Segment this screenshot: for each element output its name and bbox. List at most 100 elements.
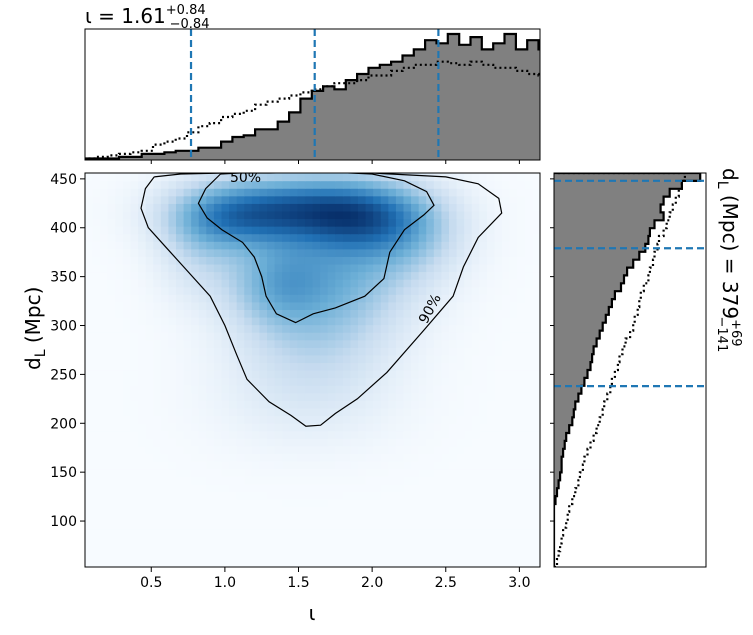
heatmap-cell xyxy=(304,263,314,273)
heatmap-cell xyxy=(206,241,215,250)
heatmap-cell xyxy=(433,430,443,439)
heatmap-cell xyxy=(433,180,443,189)
heatmap-cell xyxy=(327,188,336,197)
heatmap-cell xyxy=(145,256,154,265)
heatmap-cell xyxy=(236,218,245,227)
heatmap-cell xyxy=(388,233,397,242)
heatmap-cell xyxy=(494,377,503,386)
heatmap-cell xyxy=(289,354,298,364)
heatmap-cell xyxy=(380,301,389,310)
heatmap-cell xyxy=(153,354,162,364)
heatmap-cell xyxy=(411,370,420,379)
heatmap-cell xyxy=(335,241,344,250)
heatmap-cell xyxy=(502,483,511,492)
heatmap-cell xyxy=(130,263,139,273)
heatmap-cell xyxy=(183,400,192,409)
heatmap-cell xyxy=(191,339,200,348)
heatmap-cell xyxy=(502,256,511,265)
heatmap-cell xyxy=(198,476,207,485)
heatmap-cell xyxy=(486,385,496,394)
heatmap-cell xyxy=(380,256,389,265)
heatmap-cell xyxy=(107,180,116,189)
heatmap-cell xyxy=(297,286,306,295)
heatmap-cell xyxy=(92,476,101,485)
heatmap-cell xyxy=(289,430,298,439)
heatmap-cell xyxy=(259,513,268,523)
heatmap-cell xyxy=(274,407,283,417)
heatmap-cell xyxy=(342,438,352,447)
heatmap-cell xyxy=(517,513,526,523)
heatmap-cell xyxy=(244,468,253,477)
heatmap-cell xyxy=(160,559,170,567)
heatmap-cell xyxy=(532,407,540,417)
heatmap-cell xyxy=(251,241,261,250)
heatmap-cell xyxy=(449,559,458,567)
heatmap-cell xyxy=(183,506,192,515)
heatmap-cell xyxy=(395,476,405,485)
heatmap-cell xyxy=(320,438,329,447)
heatmap-cell xyxy=(176,438,185,447)
heatmap-cell xyxy=(145,188,154,197)
heatmap-cell xyxy=(236,256,245,265)
heatmap-cell xyxy=(335,430,344,439)
heatmap-cell xyxy=(297,438,306,447)
heatmap-cell xyxy=(395,385,405,394)
heatmap-cell xyxy=(289,173,298,182)
heatmap-cell xyxy=(107,483,116,492)
heatmap-cell xyxy=(130,498,139,507)
heatmap-cell xyxy=(494,332,503,341)
heatmap-cell xyxy=(433,370,443,379)
heatmap-cell xyxy=(479,332,488,341)
heatmap-cell xyxy=(267,513,276,523)
heatmap-cell xyxy=(267,521,276,530)
heatmap-cell xyxy=(183,521,192,530)
heatmap-cell xyxy=(494,271,503,280)
heatmap-cell xyxy=(486,407,496,417)
heatmap-cell xyxy=(191,438,200,447)
heatmap-cell xyxy=(418,226,427,235)
heatmap-cell xyxy=(441,286,450,295)
heatmap-cell xyxy=(456,339,465,348)
heatmap-cell xyxy=(335,559,344,567)
heatmap-cell xyxy=(244,400,253,409)
heatmap-cell xyxy=(100,513,109,523)
heatmap-cell xyxy=(342,195,352,204)
heatmap-cell xyxy=(244,370,253,379)
heatmap-cell xyxy=(297,460,306,470)
heatmap-cell xyxy=(304,347,314,356)
heatmap-cell xyxy=(524,248,534,257)
heatmap-cell xyxy=(494,180,503,189)
heatmap-cell xyxy=(456,218,465,227)
heatmap-cell xyxy=(100,438,109,447)
heatmap-cell xyxy=(274,332,283,341)
heatmap-cell xyxy=(213,248,223,257)
heatmap-cell xyxy=(107,347,116,356)
heatmap-cell xyxy=(160,551,170,561)
heatmap-cell xyxy=(274,324,283,333)
heatmap-cell xyxy=(342,476,352,485)
heatmap-cell xyxy=(524,188,534,197)
heatmap-cell xyxy=(183,377,192,386)
heatmap-cell xyxy=(479,256,488,265)
heatmap-cell xyxy=(92,513,101,523)
heatmap-cell xyxy=(327,438,336,447)
heatmap-cell xyxy=(449,218,458,227)
heatmap-cell xyxy=(176,354,185,364)
heatmap-cell xyxy=(183,362,192,371)
heatmap-cell xyxy=(267,362,276,371)
heatmap-cell xyxy=(524,294,534,303)
heatmap-cell xyxy=(221,294,230,303)
heatmap-cell xyxy=(395,438,405,447)
heatmap-cell xyxy=(517,551,526,561)
heatmap-cell xyxy=(373,407,382,417)
heatmap-cell xyxy=(312,347,321,356)
heatmap-cell xyxy=(479,180,488,189)
heatmap-cell xyxy=(130,188,139,197)
heatmap-cell xyxy=(153,210,162,220)
heatmap-cell xyxy=(138,226,147,235)
heatmap-cell xyxy=(107,476,116,485)
heatmap-cell xyxy=(168,248,177,257)
heatmap-cell xyxy=(509,498,518,507)
heatmap-cell xyxy=(373,392,382,401)
heatmap-cell xyxy=(100,263,109,273)
